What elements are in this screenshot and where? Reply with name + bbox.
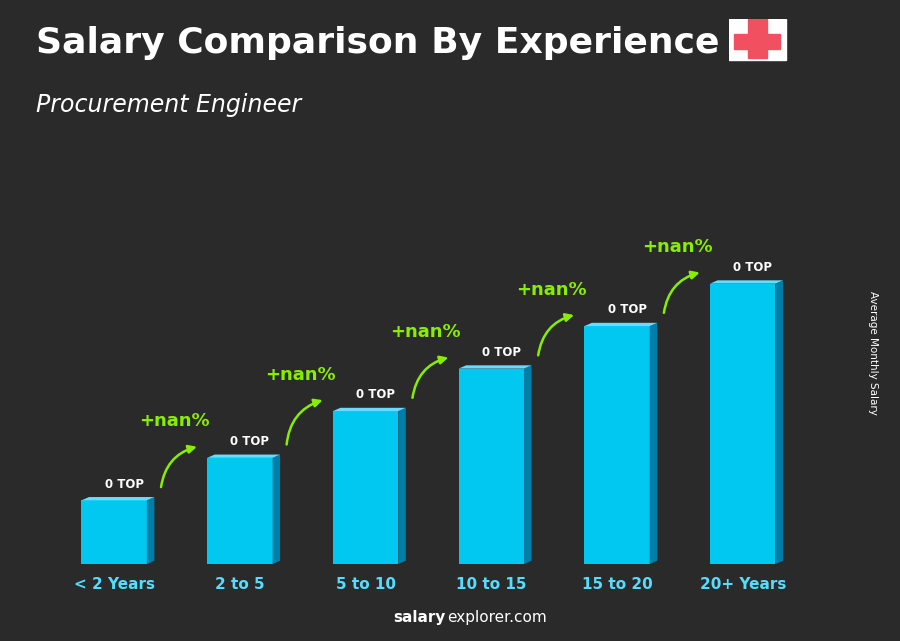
- Text: 10 to 15: 10 to 15: [456, 577, 526, 592]
- Bar: [584, 326, 650, 564]
- Text: +nan%: +nan%: [265, 365, 336, 383]
- Polygon shape: [650, 323, 657, 564]
- Text: +nan%: +nan%: [140, 412, 210, 430]
- Text: 0 TOP: 0 TOP: [356, 388, 395, 401]
- Polygon shape: [207, 454, 280, 458]
- Text: Salary Comparison By Experience: Salary Comparison By Experience: [36, 26, 719, 60]
- Bar: [82, 501, 147, 564]
- Polygon shape: [459, 365, 532, 369]
- Text: explorer.com: explorer.com: [447, 610, 547, 625]
- Text: 0 TOP: 0 TOP: [482, 346, 521, 359]
- Text: 0 TOP: 0 TOP: [734, 261, 772, 274]
- Bar: [729, 19, 786, 60]
- Text: +nan%: +nan%: [391, 323, 461, 341]
- Text: salary: salary: [393, 610, 446, 625]
- Polygon shape: [710, 280, 783, 283]
- Bar: [207, 458, 273, 564]
- Polygon shape: [524, 365, 532, 564]
- Text: Average Monthly Salary: Average Monthly Salary: [868, 290, 878, 415]
- Bar: [710, 283, 776, 564]
- Polygon shape: [776, 280, 783, 564]
- Bar: [734, 34, 780, 49]
- Polygon shape: [399, 408, 406, 564]
- Text: 5 to 10: 5 to 10: [336, 577, 396, 592]
- Text: +nan%: +nan%: [642, 238, 713, 256]
- Text: +nan%: +nan%: [517, 281, 587, 299]
- Polygon shape: [273, 454, 280, 564]
- Bar: [459, 369, 524, 564]
- Polygon shape: [333, 408, 406, 411]
- Polygon shape: [147, 497, 155, 564]
- Text: 0 TOP: 0 TOP: [608, 303, 646, 317]
- Polygon shape: [584, 323, 657, 326]
- Text: 20+ Years: 20+ Years: [699, 577, 786, 592]
- Polygon shape: [82, 497, 155, 501]
- Text: 15 to 20: 15 to 20: [581, 577, 652, 592]
- Text: Procurement Engineer: Procurement Engineer: [36, 93, 302, 117]
- Text: < 2 Years: < 2 Years: [74, 577, 155, 592]
- Text: 2 to 5: 2 to 5: [215, 577, 265, 592]
- Bar: [748, 19, 767, 58]
- Text: 0 TOP: 0 TOP: [104, 478, 144, 490]
- Bar: [333, 411, 399, 564]
- Text: 0 TOP: 0 TOP: [230, 435, 269, 448]
